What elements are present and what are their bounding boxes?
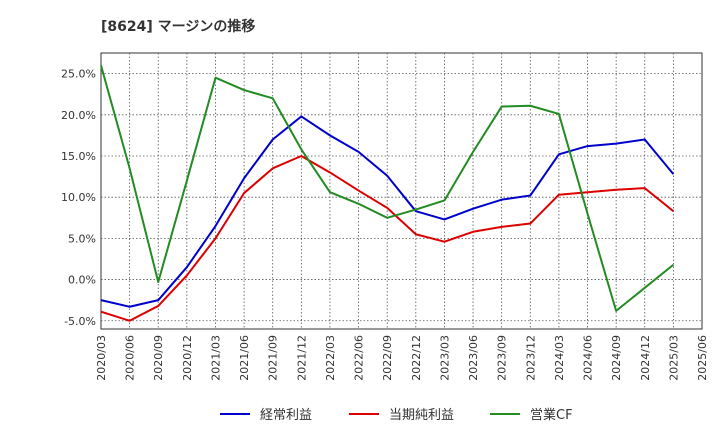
x-tick-label: 2023/12 [524,335,537,381]
x-tick-label: 2021/03 [209,335,222,381]
y-tick-label: 25.0% [61,68,96,81]
x-tick-label: 2020/03 [95,335,108,381]
x-tick-label: 2021/09 [267,335,280,381]
x-tick-label: 2024/03 [553,335,566,381]
y-tick-label: 15.0% [61,150,96,163]
x-tick-label: 2024/09 [610,335,623,381]
series-lines [100,65,675,322]
y-tick-label: 5.0% [68,232,96,245]
x-tick-label: 2024/06 [582,335,595,381]
legend-label: 営業CF [530,407,573,423]
series-line-当期純利益 [100,154,675,322]
y-axis: -5.0% 0.0% 5.0% 10.0% 15.0% 20.0% 25.0% [61,68,96,328]
x-tick-label: 2023/06 [467,335,480,381]
legend-label: 当期純利益 [389,408,454,423]
chart-title: [8624] マージンの推移 [101,18,255,35]
y-tick-label: -5.0% [64,315,96,328]
x-tick-label: 2025/03 [667,335,680,381]
x-tick-label: 2022/06 [353,335,366,381]
series-line-営業CF [100,65,675,312]
x-tick-label: 2023/09 [496,335,509,381]
x-tick-label: 2020/09 [152,335,165,381]
y-tick-label: 0.0% [68,274,96,287]
x-tick-label: 2025/06 [696,335,709,381]
x-tick-label: 2022/09 [381,335,394,381]
x-tick-label: 2021/06 [238,335,251,381]
legend-label: 経常利益 [260,408,312,423]
y-tick-label: 20.0% [61,109,96,122]
x-tick-label: 2022/12 [410,335,423,381]
x-tick-label: 2020/12 [181,335,194,381]
x-tick-label: 2022/03 [324,335,337,381]
x-axis: 2020/03 2020/06 2020/09 2020/12 2021/03 2021/… [95,335,709,381]
series-line-経常利益 [100,115,675,308]
y-tick-label: 10.0% [61,191,96,204]
x-tick-label: 2024/12 [639,335,652,381]
x-tick-label: 2023/03 [438,335,451,381]
x-tick-label: 2021/12 [295,335,308,381]
legend: 経常利益 当期純利益 営業CF [220,407,573,423]
x-tick-label: 2020/06 [124,335,137,381]
